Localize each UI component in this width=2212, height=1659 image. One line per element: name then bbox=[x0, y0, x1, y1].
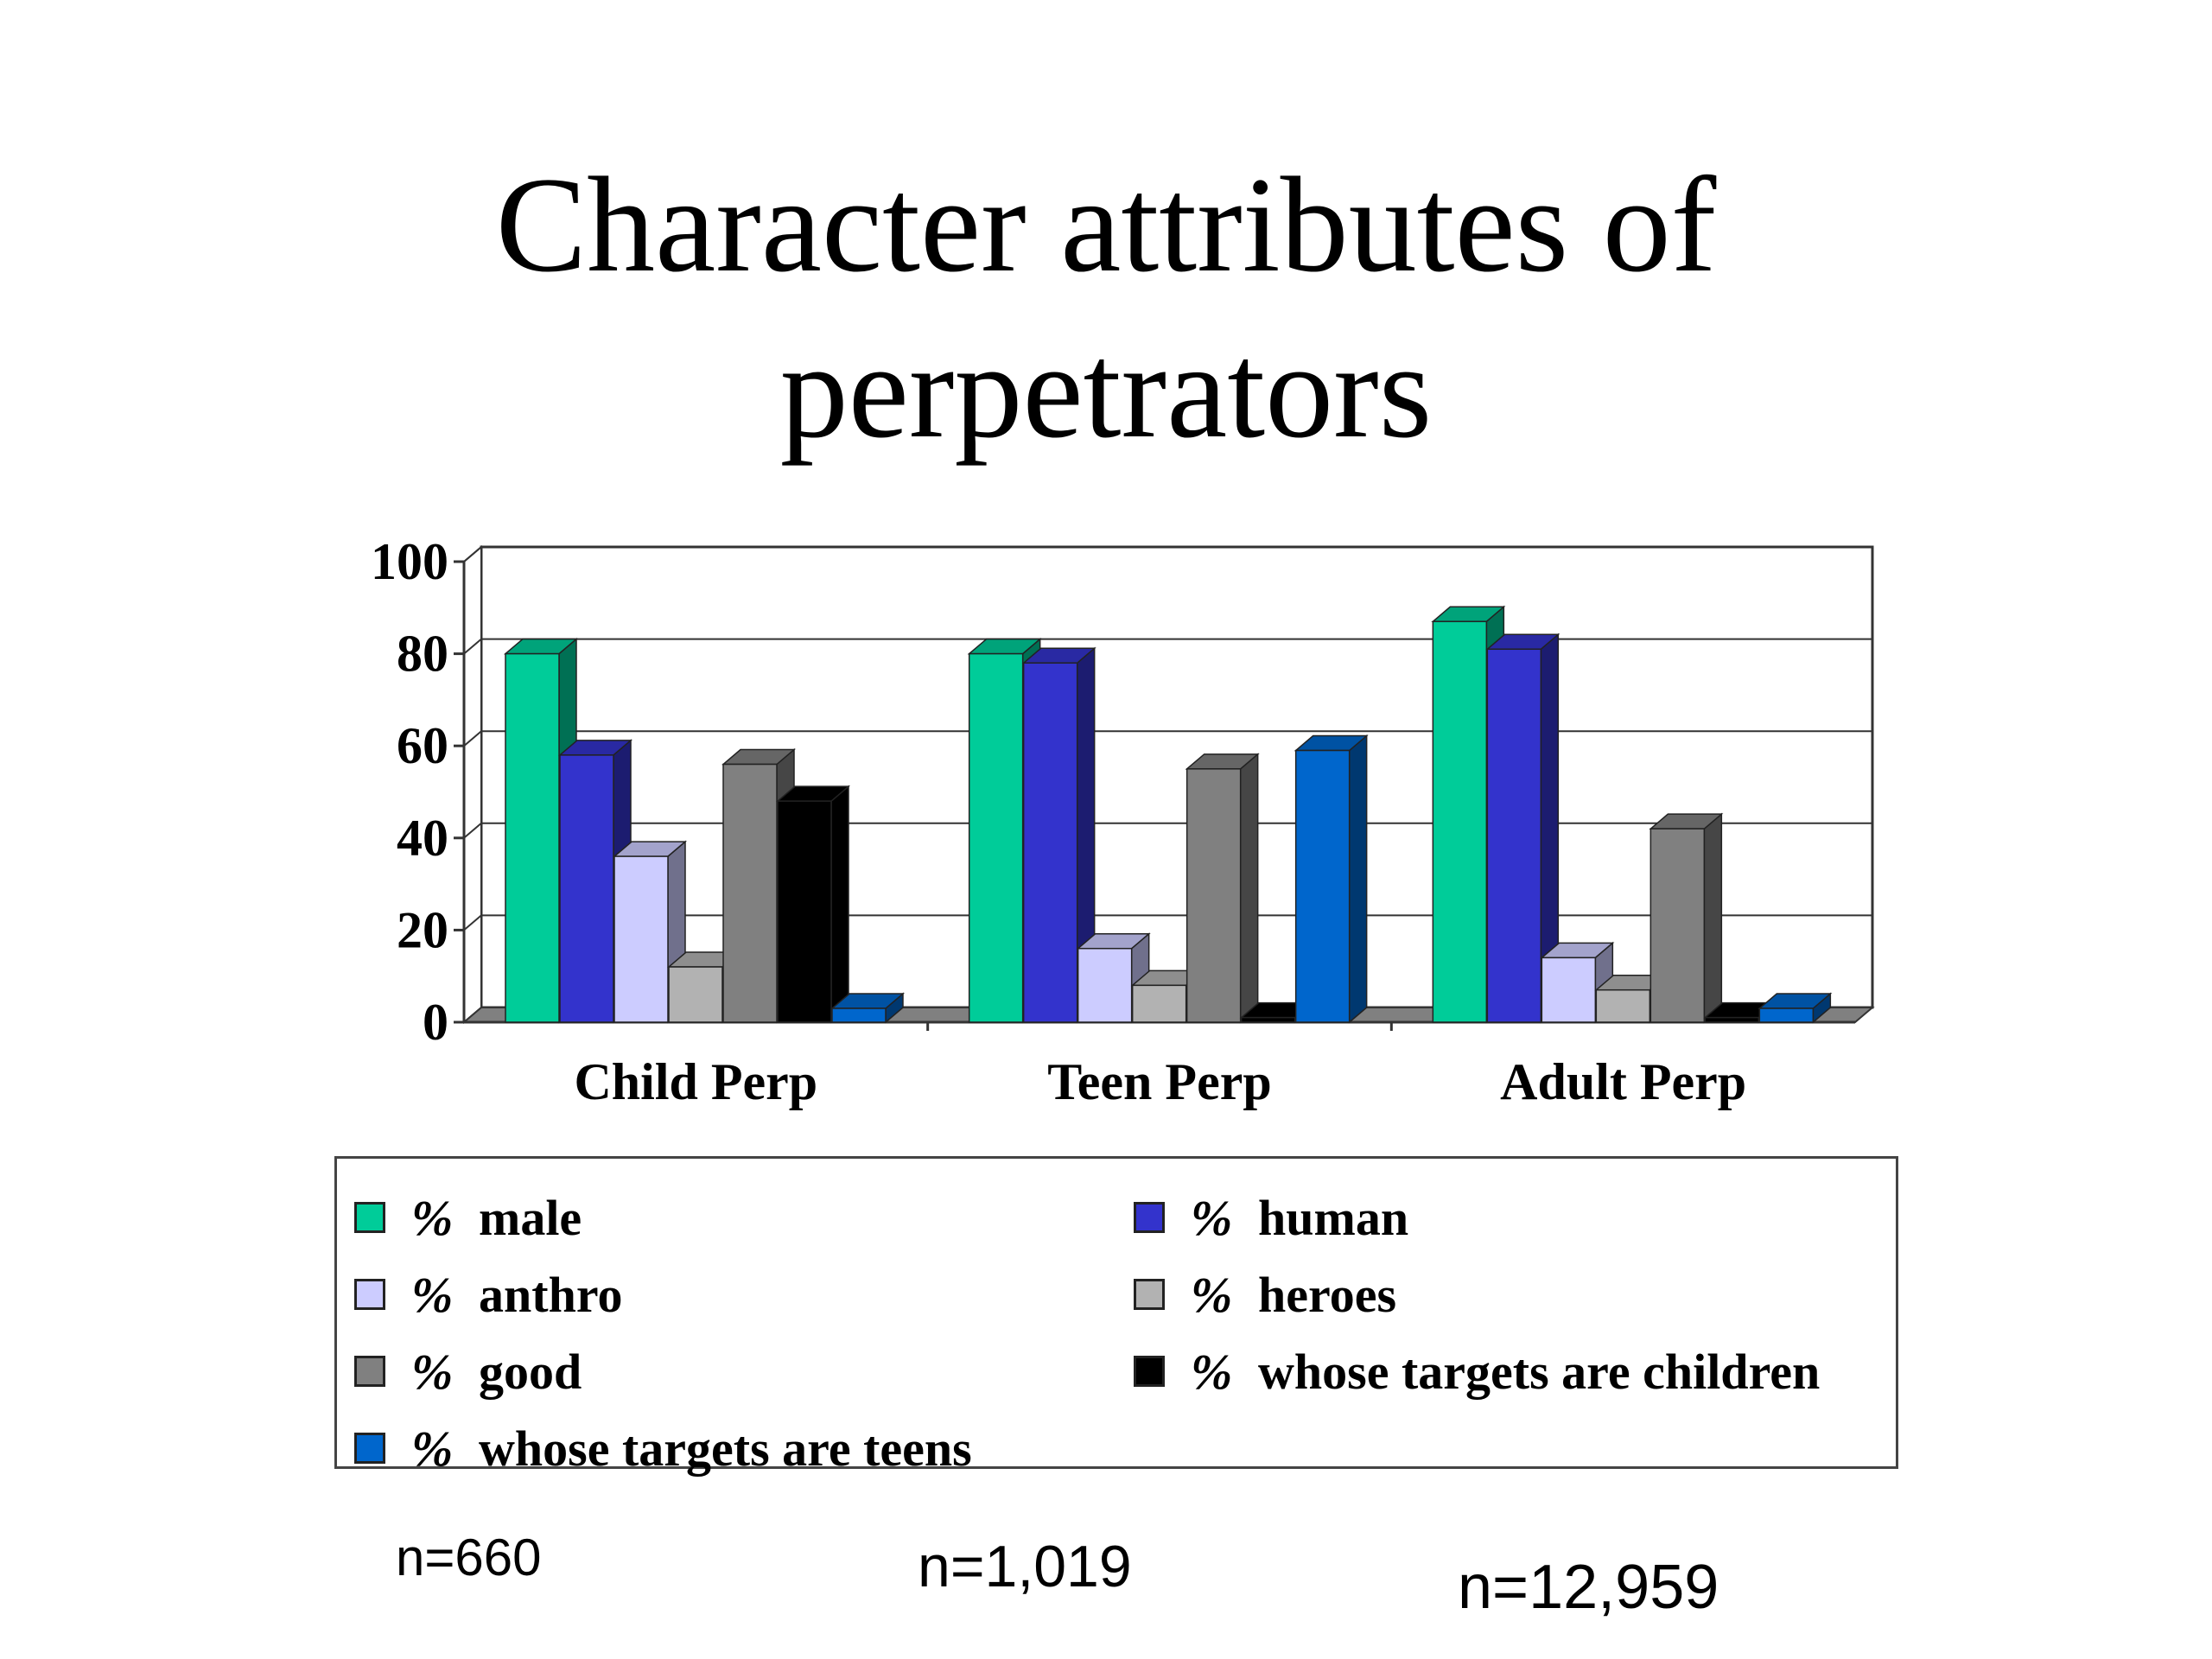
legend-item-heroes: % heroes bbox=[1134, 1267, 1396, 1323]
bar-child-perp-whose-targets-are-children-front bbox=[777, 800, 832, 1023]
legend-percent-symbol: % bbox=[411, 1266, 454, 1323]
bar-adult-perp-good-side bbox=[1703, 812, 1723, 1024]
bar-adult-perp-anthro-front bbox=[1541, 957, 1597, 1023]
x-category-label-adult-perp: Adult Perp bbox=[1500, 1053, 1746, 1110]
y-tick-label-40: 40 bbox=[397, 810, 448, 867]
bar-child-perp-anthro-front bbox=[613, 855, 669, 1023]
bar-teen-perp-human bbox=[1021, 646, 1096, 1024]
legend-item-human: % human bbox=[1134, 1190, 1408, 1246]
legend-item-targets-teens: % whose targets are teens bbox=[354, 1421, 972, 1477]
legend-percent-symbol: % bbox=[1191, 1343, 1233, 1400]
y-tick-label-100: 100 bbox=[371, 533, 448, 590]
legend-swatch-targets-teens bbox=[354, 1433, 385, 1464]
legend-label-male: male bbox=[479, 1189, 582, 1246]
legend-item-good: % good bbox=[354, 1344, 582, 1400]
bar-adult-perp-good bbox=[1649, 812, 1724, 1024]
bar-adult-perp-good-front bbox=[1649, 828, 1706, 1023]
slide-title: Character attributes of perpetrators bbox=[0, 143, 2212, 474]
y-tick-label-80: 80 bbox=[397, 626, 448, 683]
bar-adult-perp-human bbox=[1485, 632, 1560, 1024]
legend-percent-symbol: % bbox=[411, 1420, 454, 1477]
legend-label-heroes: heroes bbox=[1258, 1266, 1397, 1323]
slide-title-line-2: perpetrators bbox=[779, 315, 1433, 467]
sample-size-teen: n=1,019 bbox=[918, 1534, 1132, 1599]
gridline-side-80 bbox=[463, 638, 482, 655]
bar-child-perp-good-front bbox=[722, 763, 778, 1023]
bar-teen-perp-anthro bbox=[1076, 932, 1151, 1024]
bar-teen-perp-good-front bbox=[1185, 768, 1242, 1023]
legend-swatch-male bbox=[354, 1202, 385, 1233]
legend-percent-symbol: % bbox=[1191, 1189, 1233, 1246]
gridline-side-100 bbox=[463, 546, 482, 563]
sample-size-child: n=660 bbox=[396, 1529, 542, 1586]
bar-teen-perp-good bbox=[1185, 753, 1260, 1024]
legend-swatch-targets-children bbox=[1134, 1356, 1165, 1387]
legend-label-targets-teens: whose targets are teens bbox=[479, 1420, 972, 1477]
legend-swatch-good bbox=[354, 1356, 385, 1387]
bar-teen-perp-male-front bbox=[968, 652, 1024, 1023]
legend-percent-symbol: % bbox=[411, 1189, 454, 1246]
bar-adult-perp-male-front bbox=[1432, 620, 1488, 1023]
y-tick-label-20: 20 bbox=[397, 901, 448, 958]
legend-label-human: human bbox=[1258, 1189, 1409, 1246]
gridline-side-60 bbox=[463, 730, 482, 747]
legend-label-targets-children: whose targets are children bbox=[1258, 1343, 1821, 1400]
bar-teen-perp-whose-targets-are-teens-side bbox=[1348, 734, 1368, 1024]
x-category-label-child-perp: Child Perp bbox=[574, 1053, 817, 1110]
legend-swatch-anthro bbox=[354, 1279, 385, 1310]
bar-child-perp-whose-targets-are-children-side bbox=[830, 785, 849, 1024]
legend-label-good: good bbox=[479, 1343, 582, 1400]
bar-adult-perp-whose-targets-are-teens bbox=[1758, 992, 1833, 1024]
bar-adult-perp-whose-targets-are-teens-front bbox=[1758, 1007, 1815, 1023]
slide-title-line-1: Character attributes of bbox=[495, 149, 1717, 301]
bar-child-perp-whose-targets-are-teens bbox=[830, 992, 906, 1024]
legend-swatch-heroes bbox=[1134, 1279, 1165, 1310]
legend-percent-symbol: % bbox=[1191, 1266, 1233, 1323]
chart-back-wall bbox=[480, 545, 1874, 1009]
bar-adult-perp-human-front bbox=[1486, 648, 1542, 1023]
bar-child-perp-whose-targets-are-children bbox=[775, 785, 851, 1024]
bar-teen-perp-anthro-front bbox=[1077, 947, 1133, 1023]
y-tick-label-0: 0 bbox=[423, 994, 448, 1051]
chart-legend: % male % human % anthro % heroes % good … bbox=[334, 1156, 1898, 1477]
bar-teen-perp-whose-targets-are-teens-front bbox=[1294, 749, 1351, 1023]
bar-child-perp-heroes-front bbox=[668, 966, 723, 1023]
bar-teen-perp-whose-targets-are-children-front bbox=[1240, 1016, 1296, 1023]
gridline-side-20 bbox=[463, 914, 482, 931]
bar-child-perp-male-front bbox=[505, 652, 560, 1023]
y-tick-label-60: 60 bbox=[397, 717, 448, 774]
bar-teen-perp-whose-targets-are-teens bbox=[1294, 734, 1369, 1024]
bar-teen-perp-heroes-front bbox=[1131, 984, 1187, 1023]
legend-item-targets-children: % whose targets are children bbox=[1134, 1344, 1820, 1400]
bar-adult-perp-heroes-front bbox=[1595, 988, 1651, 1023]
bar-child-perp-human-front bbox=[559, 754, 614, 1023]
chart-tick-labels: 0 20 40 60 80 100 Child Perp Teen Perp Adult Per… bbox=[371, 533, 1746, 1110]
chart-bars bbox=[503, 605, 1833, 1024]
legend-percent-symbol: % bbox=[411, 1343, 454, 1400]
bar-teen-perp-good-side bbox=[1239, 753, 1259, 1024]
legend-swatch-human bbox=[1134, 1202, 1165, 1233]
bar-teen-perp-human-front bbox=[1022, 662, 1078, 1023]
x-category-label-teen-perp: Teen Perp bbox=[1047, 1053, 1271, 1110]
sample-size-adult: n=12,959 bbox=[1458, 1553, 1719, 1622]
bar-child-perp-whose-targets-are-teens-front bbox=[831, 1007, 887, 1023]
gridline-side-40 bbox=[463, 823, 482, 839]
legend-label-anthro: anthro bbox=[479, 1266, 623, 1323]
bar-adult-perp-whose-targets-are-children-front bbox=[1704, 1016, 1760, 1023]
chart-side-wall bbox=[463, 544, 482, 1025]
bar-child-perp-male bbox=[503, 637, 579, 1024]
legend-item-male: % male bbox=[354, 1190, 582, 1246]
legend-item-anthro: % anthro bbox=[354, 1267, 623, 1323]
